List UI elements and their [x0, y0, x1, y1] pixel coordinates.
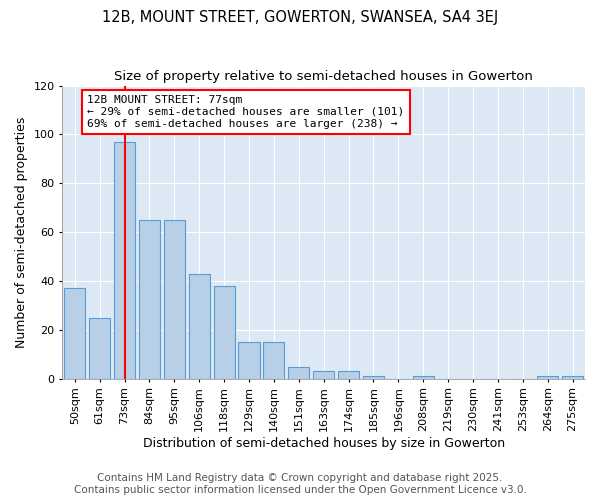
Bar	[363, 376, 384, 379]
Bar	[164, 220, 185, 379]
X-axis label: Distribution of semi-detached houses by size in Gowerton: Distribution of semi-detached houses by …	[143, 437, 505, 450]
Bar	[139, 220, 160, 379]
Bar	[313, 372, 334, 379]
Text: 12B, MOUNT STREET, GOWERTON, SWANSEA, SA4 3EJ: 12B, MOUNT STREET, GOWERTON, SWANSEA, SA…	[102, 10, 498, 25]
Bar	[338, 372, 359, 379]
Text: Contains HM Land Registry data © Crown copyright and database right 2025.
Contai: Contains HM Land Registry data © Crown c…	[74, 474, 526, 495]
Y-axis label: Number of semi-detached properties: Number of semi-detached properties	[15, 116, 28, 348]
Bar	[562, 376, 583, 379]
Text: 12B MOUNT STREET: 77sqm
← 29% of semi-detached houses are smaller (101)
69% of s: 12B MOUNT STREET: 77sqm ← 29% of semi-de…	[87, 96, 404, 128]
Bar	[114, 142, 135, 379]
Bar	[413, 376, 434, 379]
Bar	[263, 342, 284, 379]
Bar	[288, 366, 310, 379]
Bar	[89, 318, 110, 379]
Bar	[64, 288, 85, 379]
Bar	[188, 274, 210, 379]
Title: Size of property relative to semi-detached houses in Gowerton: Size of property relative to semi-detach…	[114, 70, 533, 83]
Bar	[238, 342, 260, 379]
Bar	[537, 376, 558, 379]
Bar	[214, 286, 235, 379]
